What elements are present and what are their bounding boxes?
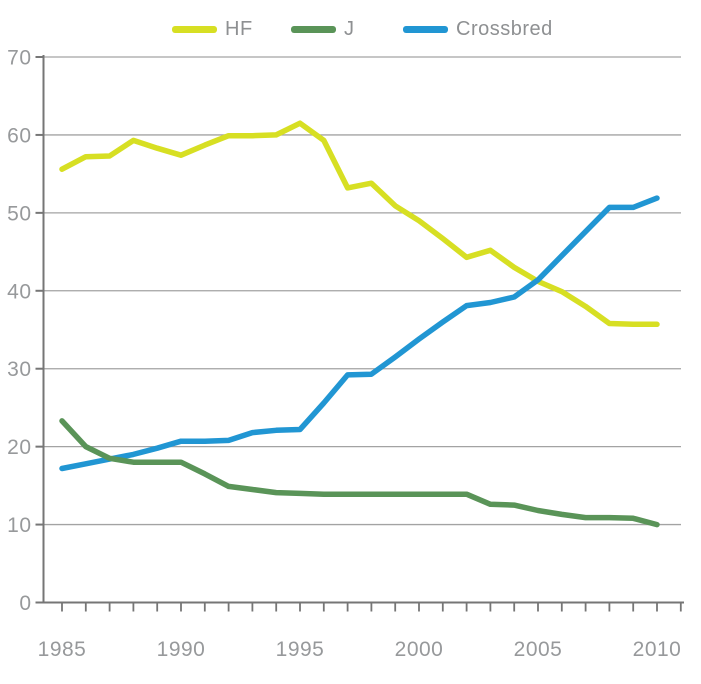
series-line-hf — [59, 120, 660, 328]
y-tick-label-60: 60 — [7, 124, 31, 147]
y-tick-label-20: 20 — [7, 436, 31, 459]
x-tick-label-2005: 2005 — [514, 638, 563, 661]
series-line-crossbred — [59, 195, 660, 472]
x-tick-label-1995: 1995 — [276, 638, 325, 661]
y-tick-label-70: 70 — [7, 47, 31, 70]
x-tick-label-1990: 1990 — [157, 638, 206, 661]
x-tick-label-2010: 2010 — [633, 638, 682, 661]
y-tick-label-50: 50 — [7, 202, 31, 225]
y-tick-label-10: 10 — [7, 514, 31, 537]
y-tick-label-30: 30 — [7, 358, 31, 381]
y-tick-label-40: 40 — [7, 280, 31, 303]
series-line-j — [59, 418, 660, 528]
x-tick-label-1985: 1985 — [38, 638, 87, 661]
y-tick-label-0: 0 — [19, 592, 31, 615]
x-tick-label-2000: 2000 — [395, 638, 444, 661]
